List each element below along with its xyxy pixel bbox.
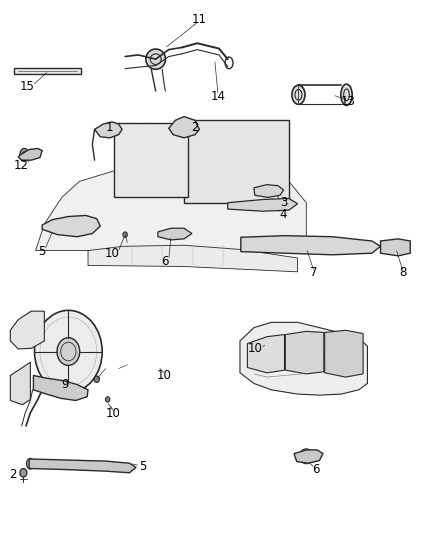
Polygon shape: [247, 335, 285, 373]
Ellipse shape: [20, 149, 28, 161]
Text: 2: 2: [191, 120, 199, 134]
Polygon shape: [241, 236, 381, 255]
Ellipse shape: [26, 458, 34, 469]
Text: 10: 10: [247, 342, 262, 356]
Polygon shape: [114, 123, 188, 197]
Ellipse shape: [299, 449, 313, 464]
Text: 5: 5: [139, 461, 146, 473]
Text: 6: 6: [161, 255, 168, 268]
Ellipse shape: [94, 376, 99, 382]
Text: 10: 10: [106, 407, 121, 419]
Text: 7: 7: [311, 266, 318, 279]
Polygon shape: [254, 184, 284, 197]
Text: 5: 5: [39, 245, 46, 258]
Polygon shape: [184, 120, 289, 203]
Ellipse shape: [20, 469, 27, 477]
Text: 9: 9: [62, 378, 69, 391]
Polygon shape: [29, 459, 136, 473]
Ellipse shape: [265, 206, 268, 210]
Text: 12: 12: [14, 159, 29, 172]
Polygon shape: [88, 245, 297, 272]
Text: 11: 11: [192, 13, 207, 26]
Polygon shape: [381, 239, 410, 256]
Polygon shape: [14, 68, 81, 74]
Text: 4: 4: [280, 208, 287, 221]
Text: 8: 8: [399, 266, 407, 279]
Text: 1: 1: [105, 120, 113, 134]
Ellipse shape: [18, 317, 35, 342]
Polygon shape: [95, 122, 122, 138]
Polygon shape: [42, 215, 100, 237]
Polygon shape: [294, 450, 323, 463]
Polygon shape: [325, 330, 363, 377]
Text: 3: 3: [280, 196, 287, 209]
Polygon shape: [169, 117, 199, 138]
Text: 10: 10: [105, 247, 120, 260]
Polygon shape: [228, 198, 297, 211]
Polygon shape: [240, 322, 367, 395]
Ellipse shape: [123, 232, 127, 237]
Ellipse shape: [146, 49, 166, 69]
Ellipse shape: [106, 397, 110, 402]
Text: 13: 13: [341, 95, 356, 108]
Polygon shape: [286, 332, 324, 374]
Ellipse shape: [22, 152, 26, 158]
Text: 6: 6: [312, 463, 320, 476]
Polygon shape: [33, 375, 88, 400]
Ellipse shape: [57, 338, 80, 366]
Text: 15: 15: [19, 80, 34, 93]
Polygon shape: [11, 362, 30, 405]
Text: 10: 10: [157, 369, 172, 382]
Ellipse shape: [262, 342, 268, 349]
Polygon shape: [18, 149, 42, 160]
Ellipse shape: [292, 85, 305, 104]
Polygon shape: [158, 228, 192, 240]
Ellipse shape: [35, 310, 102, 393]
Ellipse shape: [341, 84, 352, 106]
Polygon shape: [35, 165, 306, 251]
Polygon shape: [11, 311, 44, 349]
Text: 14: 14: [211, 90, 226, 103]
Text: 2: 2: [9, 469, 17, 481]
